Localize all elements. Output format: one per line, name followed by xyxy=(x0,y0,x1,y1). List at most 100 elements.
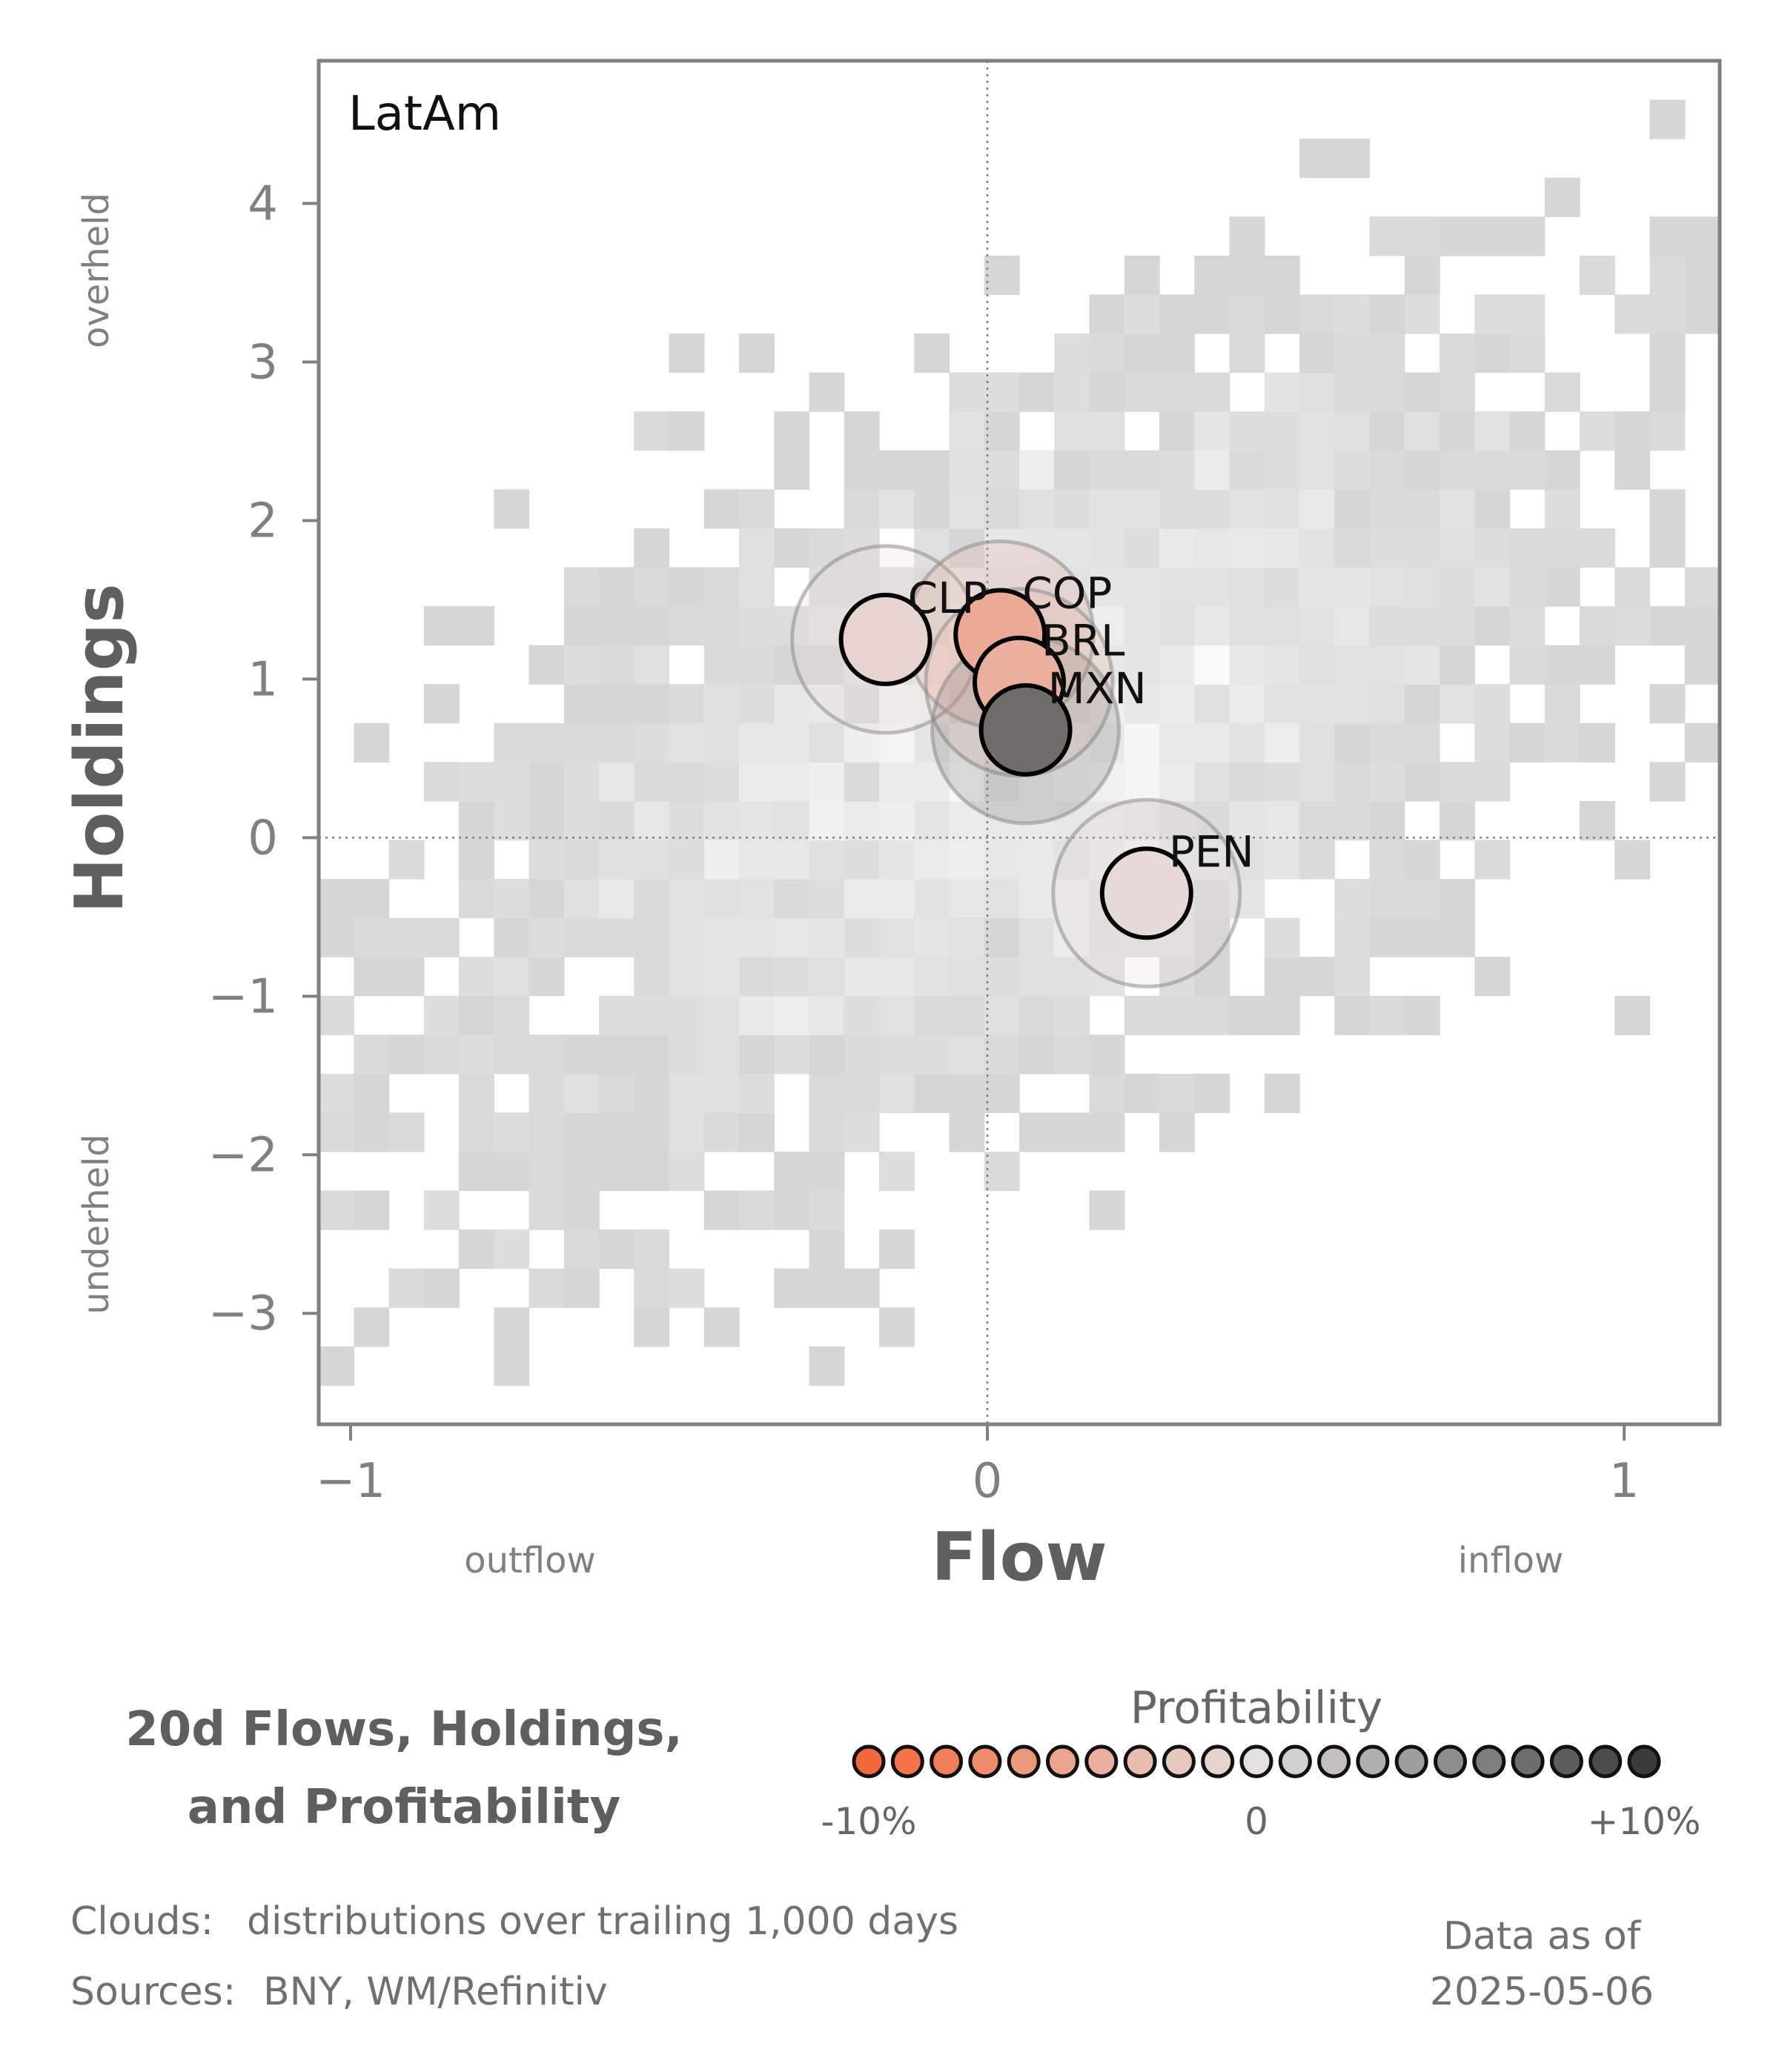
cloud-cell xyxy=(1264,762,1300,802)
cloud-cell xyxy=(1649,489,1686,529)
cloud-cell xyxy=(774,411,810,451)
cloud-cell xyxy=(1299,567,1335,607)
cloud-cell xyxy=(879,879,915,919)
cloud-cell xyxy=(703,879,740,919)
cloud-cell xyxy=(459,1152,494,1192)
cloud-cell xyxy=(844,489,880,529)
cloud-cell xyxy=(809,1035,845,1075)
cloud-cell xyxy=(809,1268,845,1308)
cloud-cell xyxy=(914,762,950,802)
cloud-cell xyxy=(1509,567,1546,607)
cloud-cell xyxy=(1474,567,1511,607)
cloud-cell xyxy=(809,567,845,607)
cloud-cell xyxy=(914,840,950,880)
cloud-cell xyxy=(1509,216,1546,256)
cloud-cell xyxy=(599,1112,635,1152)
cloud-cell xyxy=(529,1035,565,1075)
colorscale-dot xyxy=(1434,1744,1467,1779)
colorscale-dot xyxy=(1278,1744,1312,1779)
cloud-cell xyxy=(599,840,635,880)
cloud-cell xyxy=(1299,606,1335,646)
cloud-cell xyxy=(774,1268,810,1308)
cloud-cell xyxy=(879,1073,915,1114)
cloud-cell xyxy=(774,840,810,880)
cloud-cell xyxy=(1124,255,1160,296)
cloud-cell xyxy=(703,606,740,646)
cloud-cell xyxy=(563,1112,600,1152)
cloud-cell xyxy=(1649,333,1686,373)
cloud-cell xyxy=(774,684,810,724)
colorscale-title: Profitability xyxy=(1130,1682,1382,1734)
cloud-cell xyxy=(459,1073,494,1114)
cloud-cell xyxy=(1124,489,1160,529)
colorscale-dot xyxy=(1472,1744,1506,1779)
cloud-cell xyxy=(1404,723,1440,763)
cloud-cell xyxy=(563,606,600,646)
cloud-cell xyxy=(669,762,705,802)
cloud-cell xyxy=(494,489,530,529)
cloud-cell xyxy=(1264,684,1300,724)
cloud-cell xyxy=(1299,800,1335,841)
cloud-cell xyxy=(1089,1073,1125,1114)
cloud-cell xyxy=(949,800,985,841)
cloud-cell xyxy=(844,684,880,724)
cloud-cell xyxy=(1264,372,1300,412)
cloud-cell xyxy=(423,684,460,724)
cloud-cell xyxy=(563,800,600,841)
cloud-cell xyxy=(1019,450,1055,490)
cloud-cell xyxy=(563,762,600,802)
cloud-cell xyxy=(423,606,460,646)
cloud-cell xyxy=(1334,917,1371,957)
cloud-cell xyxy=(1264,957,1300,997)
cloud-cell xyxy=(354,723,390,763)
cloud-cell xyxy=(529,957,565,997)
cloud-cell xyxy=(1124,762,1160,802)
cloud-cell xyxy=(563,1073,600,1114)
cloud-cell xyxy=(774,879,810,919)
point-label-pen: PEN xyxy=(1169,826,1254,877)
cloud-cell xyxy=(1194,1073,1230,1114)
cloud-cell xyxy=(1299,723,1335,763)
distribution-cloud xyxy=(319,99,1720,1387)
cloud-cell xyxy=(1369,450,1405,490)
cloud-cell xyxy=(599,684,635,724)
colorscale-dot xyxy=(1162,1744,1196,1779)
cloud-cell xyxy=(1369,489,1405,529)
cloud-cell xyxy=(739,489,775,529)
cloud-cell xyxy=(634,645,670,685)
cloud-cell xyxy=(1019,879,1055,919)
cloud-cell xyxy=(1194,917,1230,957)
cloud-cell xyxy=(1649,411,1686,451)
cloud-cell xyxy=(739,1035,775,1075)
cloud-cell xyxy=(1299,762,1335,802)
cloud-cell xyxy=(1684,216,1720,256)
cloud-cell xyxy=(703,840,740,880)
cloud-cell xyxy=(1544,645,1580,685)
cloud-cell xyxy=(1404,762,1440,802)
cloud-cell xyxy=(1440,411,1475,451)
cloud-cell xyxy=(774,723,810,763)
cloud-cell xyxy=(634,1152,670,1192)
cloud-cell xyxy=(809,995,845,1035)
cloud-cell xyxy=(1054,1035,1090,1075)
cloud-cell xyxy=(1229,333,1265,373)
cloud-cell xyxy=(1264,450,1300,490)
cloud-cell xyxy=(634,684,670,724)
cloud-cell xyxy=(774,957,810,997)
cloud-cell xyxy=(1404,917,1440,957)
cloud-cell xyxy=(319,1346,354,1387)
cloud-cell xyxy=(634,917,670,957)
cloud-cell xyxy=(879,1152,915,1192)
cloud-cell xyxy=(388,1112,425,1152)
plot-frame xyxy=(317,59,1722,1427)
cloud-cell xyxy=(1509,528,1546,568)
cloud-cell xyxy=(844,411,880,451)
data-points xyxy=(838,588,1193,940)
cloud-cell xyxy=(1684,723,1720,763)
cloud-cell xyxy=(494,800,530,841)
colorscale-dot xyxy=(1046,1744,1079,1779)
cloud-cell xyxy=(354,1073,390,1114)
cloud-cell xyxy=(703,567,740,607)
cloud-cell xyxy=(388,1035,425,1075)
cloud-cell xyxy=(809,1152,845,1192)
